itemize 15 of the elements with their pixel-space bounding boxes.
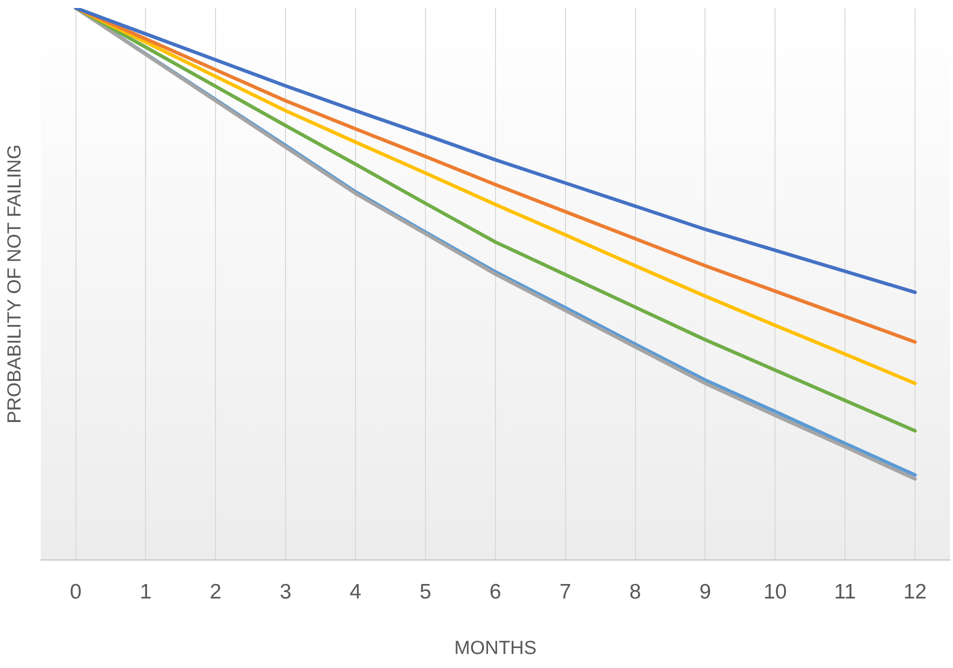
x-tick-label: 6: [490, 580, 502, 604]
x-tick-label: 12: [903, 580, 927, 604]
x-tick-label: 1: [140, 580, 152, 604]
x-tick-label: 2: [210, 580, 222, 604]
x-tick-label: 3: [280, 580, 292, 604]
x-tick-label: 9: [699, 580, 712, 604]
x-tick-label: 4: [350, 580, 362, 604]
x-tick-label: 7: [559, 580, 572, 604]
x-tick-label: 8: [629, 580, 642, 604]
x-tick-label: 0: [70, 580, 82, 604]
x-axis-title: MONTHS: [454, 638, 537, 659]
x-tick-label: 10: [763, 580, 787, 604]
y-axis-title: PROBABILITY OF NOT FAILING: [4, 144, 26, 424]
x-tick-label: 11: [834, 580, 856, 604]
x-tick-label: 5: [420, 580, 432, 604]
